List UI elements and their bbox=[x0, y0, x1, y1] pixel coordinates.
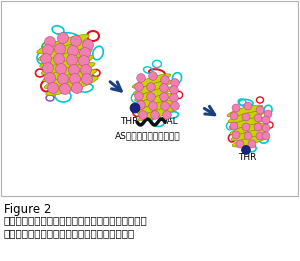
Ellipse shape bbox=[231, 129, 267, 141]
Circle shape bbox=[80, 48, 91, 58]
Circle shape bbox=[236, 140, 244, 148]
Circle shape bbox=[82, 74, 92, 85]
Ellipse shape bbox=[135, 87, 173, 101]
Ellipse shape bbox=[44, 69, 97, 88]
Circle shape bbox=[67, 55, 77, 66]
Ellipse shape bbox=[137, 100, 175, 114]
Circle shape bbox=[171, 79, 179, 87]
Ellipse shape bbox=[38, 41, 91, 61]
Ellipse shape bbox=[229, 117, 265, 129]
Ellipse shape bbox=[40, 49, 92, 68]
Circle shape bbox=[163, 111, 171, 119]
Circle shape bbox=[254, 114, 262, 122]
Circle shape bbox=[160, 84, 168, 92]
Ellipse shape bbox=[41, 56, 94, 74]
Circle shape bbox=[68, 64, 80, 75]
Ellipse shape bbox=[37, 34, 89, 54]
Ellipse shape bbox=[134, 80, 172, 95]
Circle shape bbox=[44, 73, 56, 84]
Circle shape bbox=[262, 116, 270, 124]
Circle shape bbox=[151, 111, 159, 119]
Text: THR: THR bbox=[238, 153, 256, 163]
Ellipse shape bbox=[138, 106, 177, 121]
Circle shape bbox=[71, 82, 82, 93]
Circle shape bbox=[56, 63, 67, 74]
Ellipse shape bbox=[43, 62, 95, 81]
Ellipse shape bbox=[228, 111, 264, 123]
Text: 従来法では困難な欠失型選択的スプライシング・ア: 従来法では困難な欠失型選択的スプライシング・ア bbox=[4, 215, 148, 225]
Text: THR: THR bbox=[120, 116, 138, 126]
Circle shape bbox=[230, 112, 238, 120]
Text: Figure 2: Figure 2 bbox=[4, 203, 51, 216]
Circle shape bbox=[242, 123, 250, 131]
Circle shape bbox=[170, 94, 178, 102]
Circle shape bbox=[58, 74, 68, 85]
Circle shape bbox=[40, 54, 52, 64]
Circle shape bbox=[149, 72, 157, 80]
Ellipse shape bbox=[230, 123, 266, 135]
Circle shape bbox=[149, 102, 157, 110]
Text: イソフォームの分子構造モデリング法を開発。: イソフォームの分子構造モデリング法を開発。 bbox=[4, 228, 135, 238]
Circle shape bbox=[160, 93, 168, 101]
Circle shape bbox=[244, 132, 252, 140]
Circle shape bbox=[139, 111, 147, 119]
Circle shape bbox=[70, 74, 80, 85]
Circle shape bbox=[262, 124, 270, 132]
Circle shape bbox=[82, 39, 94, 50]
Circle shape bbox=[170, 86, 178, 94]
Circle shape bbox=[55, 44, 65, 55]
Bar bbox=[1, 1, 298, 196]
Circle shape bbox=[70, 35, 82, 46]
Circle shape bbox=[256, 106, 264, 114]
Circle shape bbox=[230, 122, 238, 130]
Circle shape bbox=[43, 44, 53, 56]
Ellipse shape bbox=[232, 135, 268, 147]
Circle shape bbox=[147, 93, 155, 101]
Circle shape bbox=[256, 132, 264, 140]
Circle shape bbox=[47, 82, 58, 93]
Circle shape bbox=[232, 104, 240, 112]
Circle shape bbox=[59, 84, 70, 94]
Circle shape bbox=[161, 76, 169, 84]
Circle shape bbox=[242, 146, 250, 155]
Ellipse shape bbox=[132, 74, 171, 88]
Circle shape bbox=[244, 102, 252, 110]
Circle shape bbox=[58, 33, 68, 44]
Circle shape bbox=[161, 102, 169, 110]
Circle shape bbox=[254, 123, 262, 131]
Ellipse shape bbox=[46, 76, 98, 96]
Circle shape bbox=[264, 110, 272, 118]
Circle shape bbox=[130, 103, 140, 113]
Text: VAL: VAL bbox=[162, 116, 178, 126]
Ellipse shape bbox=[227, 105, 263, 117]
Circle shape bbox=[80, 64, 92, 75]
Circle shape bbox=[44, 37, 56, 48]
Text: ASで欠失する部分（黒）: ASで欠失する部分（黒） bbox=[115, 132, 181, 140]
Circle shape bbox=[68, 45, 79, 56]
Circle shape bbox=[79, 56, 89, 67]
Circle shape bbox=[135, 92, 143, 100]
Circle shape bbox=[135, 83, 143, 91]
Circle shape bbox=[137, 101, 145, 109]
Circle shape bbox=[137, 74, 145, 82]
Circle shape bbox=[262, 132, 270, 140]
Ellipse shape bbox=[136, 93, 174, 108]
Circle shape bbox=[242, 113, 250, 121]
Circle shape bbox=[53, 54, 64, 64]
Circle shape bbox=[232, 131, 240, 139]
Circle shape bbox=[248, 140, 256, 148]
Circle shape bbox=[171, 102, 179, 110]
Circle shape bbox=[43, 62, 53, 74]
Circle shape bbox=[147, 83, 155, 91]
